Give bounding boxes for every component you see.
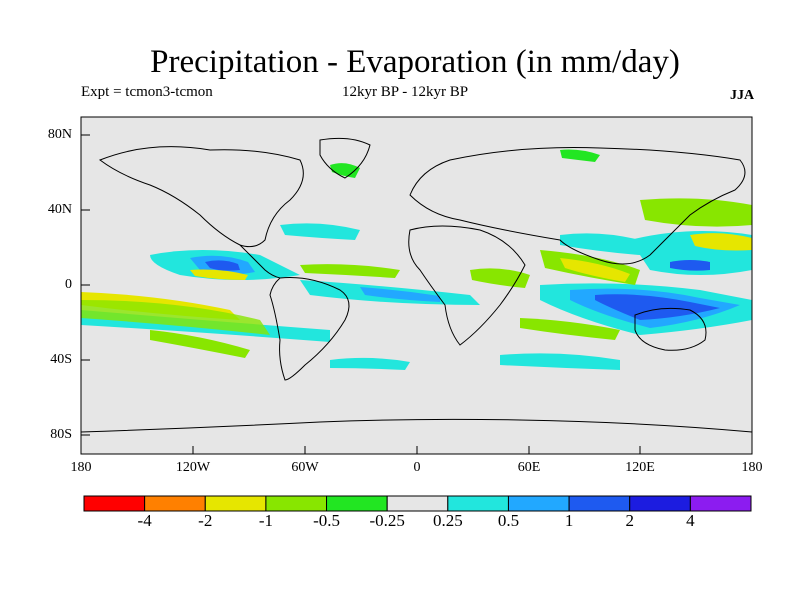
colorbar-label: -4: [137, 511, 152, 530]
field-central-pacific-yellow: [190, 269, 248, 280]
field-asia-yellow: [690, 233, 752, 251]
y-tick-label: 40N: [47, 202, 72, 217]
experiment-label: Expt = tcmon3-tcmon: [81, 84, 213, 100]
x-tick-label: 180: [70, 460, 92, 475]
coastlines: [80, 137, 753, 433]
field-south-atlantic: [330, 357, 410, 370]
colorbar-swatch: [144, 495, 206, 512]
colorbar-label: -0.5: [313, 511, 340, 530]
coast-greenland: [319, 137, 371, 179]
colorbar-swatch: [386, 495, 449, 512]
colorbar-label: -1: [258, 511, 273, 530]
y-tick-label: 80S: [50, 427, 72, 442]
colorbar-label: 1: [564, 511, 574, 530]
x-tick-label: 60E: [517, 460, 541, 475]
colorbar-swatch: [83, 495, 146, 512]
field-indian-green-yellow: [560, 258, 630, 282]
coast-central-america: [239, 244, 281, 279]
colorbar: [83, 495, 752, 512]
colorbar-swatch: [689, 495, 752, 512]
coast-australia: [634, 307, 707, 351]
anomaly-fields: [81, 149, 752, 370]
colorbar-label: -0.25: [369, 511, 405, 530]
field-atlantic-band-blue: [360, 287, 440, 302]
x-tick-label: 120W: [175, 460, 211, 475]
colorbar-swatch: [204, 495, 267, 512]
colorbar-label: -2: [198, 511, 213, 530]
field-arctic-green: [560, 149, 600, 162]
field-southern-ocean: [500, 353, 620, 370]
field-asia-band: [560, 233, 640, 255]
x-tick-label: 0: [413, 460, 421, 475]
axis-ticks: [80, 134, 753, 454]
field-asia-green: [640, 198, 752, 227]
field-atlantic-north: [280, 223, 360, 240]
field-greenland-green: [330, 163, 360, 178]
colorbar-swatch: [447, 495, 509, 512]
coast-antarctica: [80, 418, 753, 433]
period-label: 12kyr BP - 12kyr BP: [342, 84, 469, 100]
colorbar-swatch: [265, 495, 328, 512]
field-south-pacific-green: [150, 330, 250, 358]
y-tick-label: 80N: [47, 127, 72, 142]
field-atlantic-green: [300, 264, 400, 278]
coast-north-america: [98, 146, 304, 248]
colorbar-swatch: [629, 495, 691, 512]
x-tick-label: 60W: [291, 460, 319, 475]
colorbar-label: 0.25: [432, 511, 463, 530]
field-pacific-dry-green: [81, 300, 270, 335]
x-tick-label: 180: [741, 460, 763, 475]
field-east-pacific-itcz-core: [205, 260, 240, 271]
colorbar-swatch: [507, 495, 570, 512]
colorbar-swatch: [568, 495, 631, 512]
field-south-green: [520, 318, 620, 340]
colorbar-label: 0.5: [497, 511, 520, 530]
y-tick-label: 0: [65, 277, 72, 292]
coast-south-america: [269, 277, 350, 381]
field-west-pacific-north-blue: [670, 260, 710, 271]
y-tick-label: 40S: [50, 352, 72, 367]
coast-europe-asia: [409, 147, 746, 265]
field-indian-ocean-core: [595, 294, 720, 320]
colorbar-swatch: [326, 495, 388, 512]
season-label: JJA: [730, 88, 755, 103]
colorbar-label: 4: [686, 511, 695, 530]
map-title: Precipitation - Evaporation (in mm/day): [150, 44, 680, 80]
colorbar-label: 2: [625, 511, 634, 530]
coast-africa: [408, 225, 526, 346]
x-tick-label: 120E: [625, 460, 655, 475]
